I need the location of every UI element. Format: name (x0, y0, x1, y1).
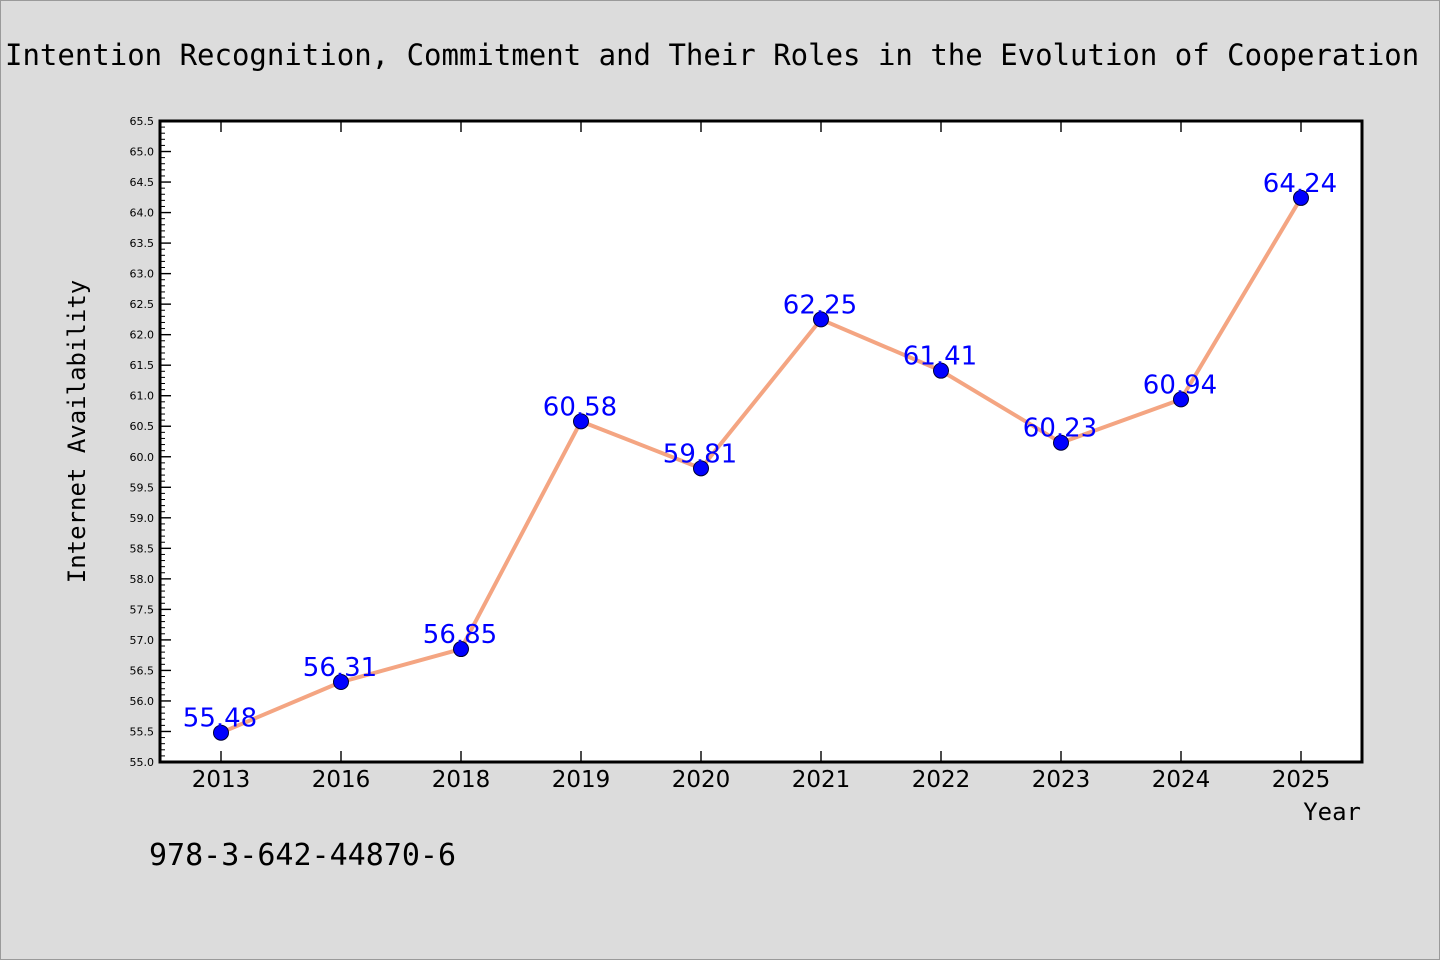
y-tick-label: 62.0 (130, 329, 155, 342)
y-tick-label: 65.5 (130, 115, 155, 128)
x-axis: 2013 2016 2018 2019 2020 2021 2022 2023 2024 2025 (192, 121, 1331, 793)
x-tick-label: 2023 (1032, 767, 1091, 793)
data-point (453, 641, 469, 658)
data-points (213, 189, 1309, 741)
y-tick-label: 56.0 (130, 695, 155, 708)
y-tick-label: 56.5 (130, 664, 155, 677)
y-tick-label: 61.5 (130, 359, 155, 372)
y-tick-label: 65.0 (130, 146, 155, 159)
y-tick-label: 63.5 (130, 237, 155, 250)
x-axis-label: Year (1303, 798, 1361, 826)
data-label: 59.81 (663, 439, 737, 469)
x-tick-label: 2018 (432, 767, 491, 793)
y-tick-label: 61.0 (130, 390, 155, 403)
y-axis: 55.0 55.5 56.0 56.5 57.0 57.5 58.0 58.5 59.0 59.5… (130, 115, 171, 769)
x-tick-label: 2022 (912, 767, 971, 793)
data-label: 64.24 (1263, 169, 1337, 199)
y-tick-label: 57.5 (130, 603, 155, 616)
y-tick-label: 64.5 (130, 176, 155, 189)
data-point (573, 413, 589, 430)
data-label: 61.41 (903, 342, 977, 372)
data-point (1053, 434, 1069, 451)
x-tick-label: 2016 (312, 767, 371, 793)
x-tick-label: 2020 (672, 767, 731, 793)
data-point (1173, 391, 1189, 408)
y-tick-label: 57.0 (130, 634, 155, 647)
plot-area (158, 119, 1364, 764)
data-point (813, 311, 829, 328)
x-tick-label: 2021 (792, 767, 851, 793)
y-tick-label: 62.5 (130, 298, 155, 311)
y-tick-label: 60.0 (130, 451, 155, 464)
y-tick-label: 59.0 (130, 512, 155, 525)
y-tick-label: 55.5 (130, 725, 155, 738)
data-label: 60.58 (543, 392, 617, 422)
y-tick-label: 60.5 (130, 420, 155, 433)
data-point (333, 674, 349, 691)
data-point (933, 362, 949, 379)
data-labels: 55.48 56.31 56.85 60.58 59.81 62.25 61.41 60.23… (183, 169, 1337, 734)
data-point (1293, 189, 1309, 206)
x-tick-label: 2013 (192, 767, 251, 793)
data-label: 55.48 (183, 704, 257, 734)
x-tick-label: 2024 (1152, 767, 1211, 793)
y-tick-label: 63.0 (130, 268, 155, 281)
y-tick-label: 55.0 (130, 756, 155, 769)
data-label: 56.85 (423, 620, 497, 650)
data-point (213, 724, 229, 741)
chart-title: Intention Recognition, Commitment and Th… (5, 38, 1419, 72)
data-label: 56.31 (303, 653, 377, 683)
y-tick-label: 58.5 (130, 542, 155, 555)
series-line (220, 196, 1303, 735)
data-label: 60.94 (1143, 370, 1217, 400)
x-tick-label: 2019 (552, 767, 611, 793)
x-tick-label: 2025 (1272, 767, 1331, 793)
y-tick-label: 64.0 (130, 207, 155, 220)
data-label: 60.23 (1023, 414, 1097, 444)
data-point (693, 460, 709, 477)
data-label: 62.25 (783, 290, 857, 320)
y-tick-label: 59.5 (130, 481, 155, 494)
y-axis-label: Internet Availability (63, 280, 91, 583)
isbn-text: 978-3-642-44870-6 (149, 838, 456, 873)
y-tick-label: 58.0 (130, 573, 155, 586)
